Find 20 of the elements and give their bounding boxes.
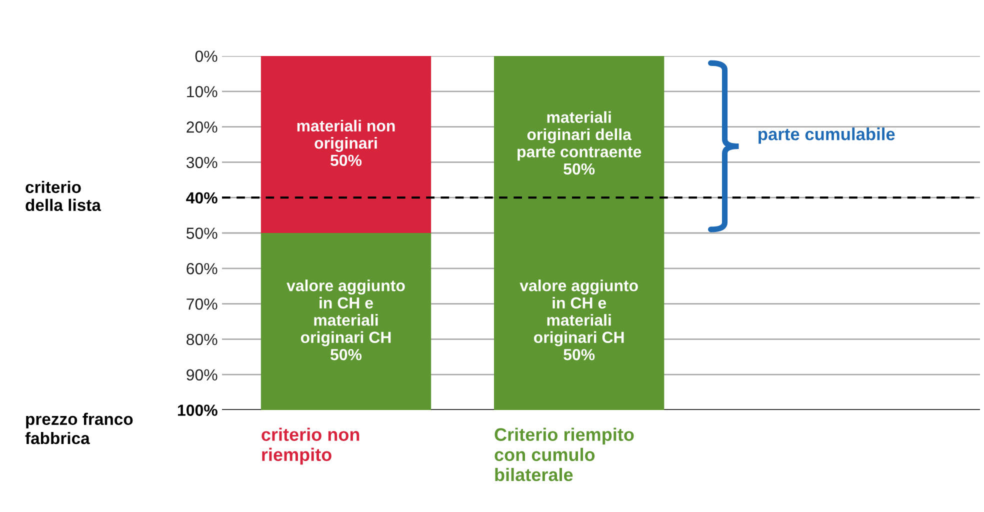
- y-tick-label: 80%: [186, 334, 218, 346]
- data-label: materiali originari della parte contraente 50%: [518, 111, 642, 175]
- y-tick-label: 70%: [186, 298, 218, 310]
- y-tick-label: 0%: [195, 50, 218, 62]
- y-tick-label: 30%: [186, 156, 218, 168]
- y-tick-label: 20%: [186, 121, 218, 133]
- x-tick-label: criterio non riempito: [262, 428, 360, 465]
- y-tick-label: 100%: [178, 404, 218, 416]
- y-tick-label: 10%: [187, 86, 218, 98]
- text: prezzo franco fabbrica: [25, 412, 133, 444]
- y-tick-label: 60%: [186, 263, 218, 274]
- y-tick-label: 40%: [186, 192, 218, 204]
- data-label: valore aggiunto in CH e materiali originari CH 50%: [286, 280, 405, 360]
- text: parte cumulabile: [758, 128, 895, 144]
- y-tick-label: 90%: [186, 369, 218, 381]
- data-label: valore aggiunto in CH e materiali originari CH 50%: [520, 280, 638, 360]
- data-label: materiali non originari 50%: [297, 120, 395, 166]
- x-tick-label: Criterio riempito con cumulo bilaterale: [494, 428, 634, 482]
- ref-line-label: criterio della lista: [26, 180, 102, 212]
- y-tick-label: 50%: [186, 228, 218, 239]
